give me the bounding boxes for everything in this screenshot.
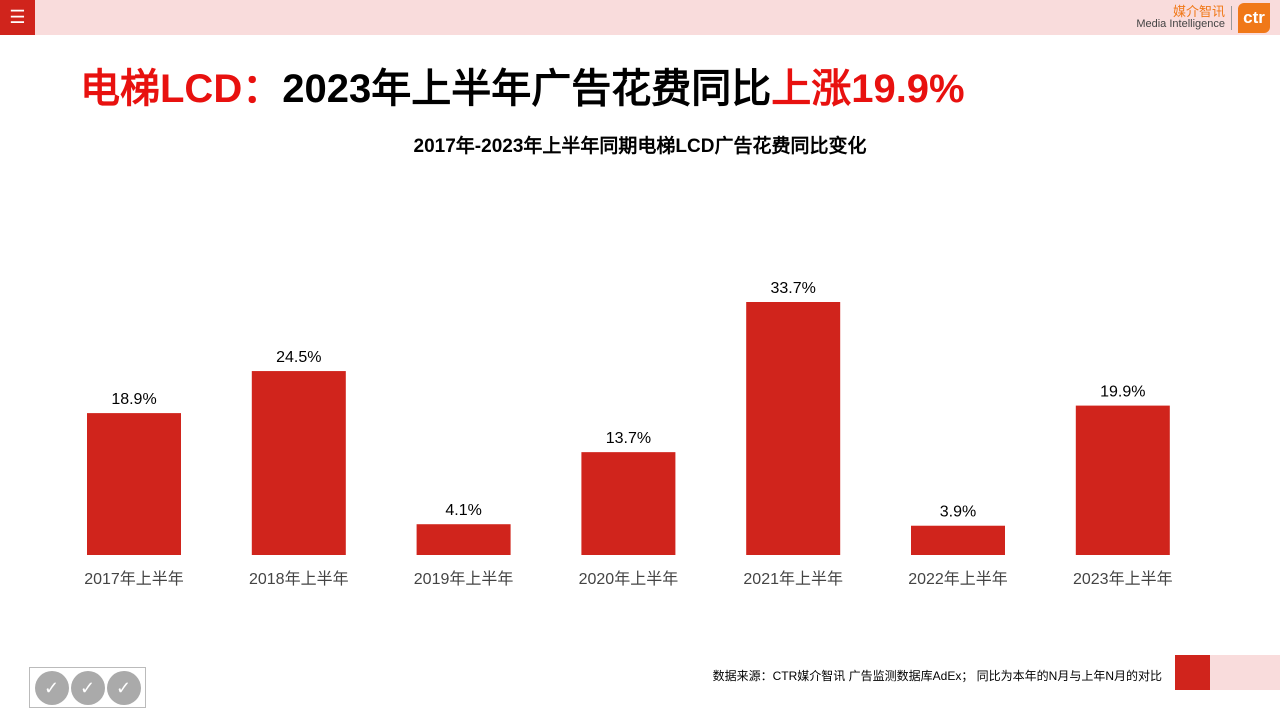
title-part1: 电梯LCD： [80, 67, 283, 111]
footer-pink-block [1210, 655, 1280, 690]
data-label: 13.7% [606, 430, 651, 447]
data-label: 33.7% [771, 280, 816, 297]
hamburger-icon: ☰ [9, 7, 26, 27]
chart-title: 2017年-2023年上半年同期电梯LCD广告花费同比变化 [413, 136, 867, 157]
category-label: 2022年上半年 [908, 570, 1008, 588]
top-bar [0, 0, 1280, 35]
data-label: 4.1% [445, 502, 481, 519]
bar [911, 525, 1005, 555]
data-label: 3.9% [940, 504, 976, 521]
category-label: 2021年上半年 [743, 570, 843, 588]
bar [1075, 405, 1170, 555]
bar [251, 371, 346, 555]
logo-mark: ctr [1238, 3, 1270, 33]
category-label: 2023年上半年 [1073, 570, 1173, 588]
category-label: 2018年上半年 [249, 570, 349, 588]
check-icon: ✓ [34, 670, 69, 705]
data-label: 19.9% [1100, 384, 1145, 401]
check-icon: ✓ [70, 670, 105, 705]
title-part2: 2023年上半年广告花费同比 [282, 67, 772, 111]
menu-button[interactable]: ☰ [0, 0, 35, 35]
footer-red-block [1175, 655, 1210, 690]
title-part3: 上涨19.9% [771, 67, 965, 111]
logo-cn: 媒介智讯 [1172, 4, 1225, 19]
logo-en: Media Intelligence [1136, 18, 1225, 30]
data-label: 18.9% [111, 391, 156, 408]
ctr-logo: 媒介智讯 Media Intelligence ctr [1136, 3, 1270, 33]
bar [581, 452, 676, 555]
sgs-certification-badges: ✓ ✓ ✓ [29, 667, 146, 708]
check-icon: ✓ [106, 670, 141, 705]
category-label: 2017年上半年 [84, 570, 184, 588]
logo-divider [1231, 6, 1232, 30]
category-label: 2019年上半年 [414, 570, 514, 588]
data-label: 24.5% [276, 349, 321, 366]
source-note: 数据来源：CTR媒介智讯 广告监测数据库AdEx； 同比为本年的N月与上年N月的… [712, 669, 1162, 683]
bar [87, 413, 181, 555]
category-label: 2020年上半年 [579, 570, 679, 588]
page-title: 电梯LCD：2023年上半年广告花费同比上涨19.9% [80, 56, 965, 114]
bar [416, 524, 511, 555]
bar [746, 302, 841, 555]
